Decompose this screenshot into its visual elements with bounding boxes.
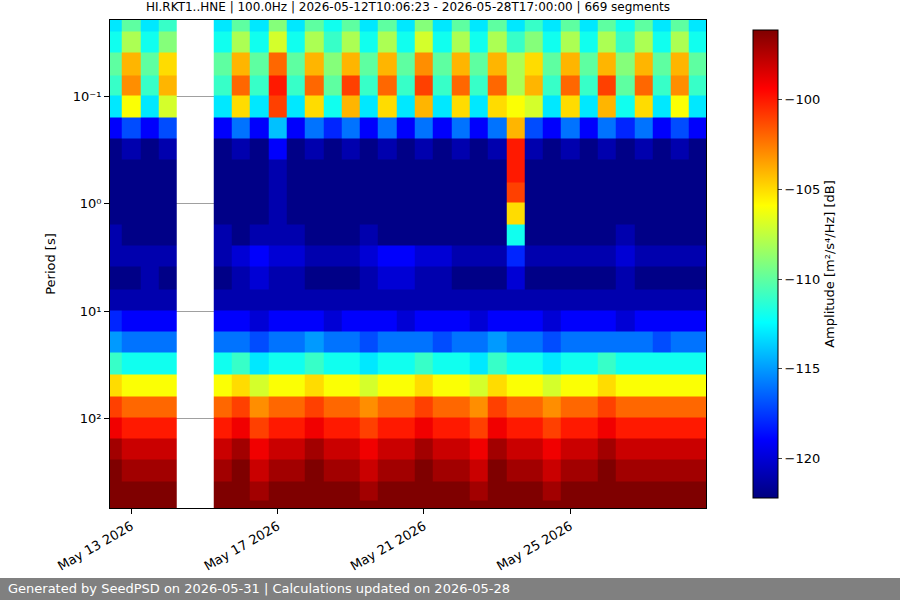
- svg-text:May 25 2026: May 25 2026: [494, 518, 575, 573]
- svg-text:10⁻¹: 10⁻¹: [73, 89, 102, 104]
- svg-text:−120: −120: [785, 451, 821, 466]
- html-text:Generated by SeedPSD on 2026-0: Generated by SeedPSD on 2026-05-31 | Cal…: [8, 581, 510, 596]
- svg-text:−110: −110: [785, 272, 821, 287]
- svg-text:−100: −100: [785, 92, 821, 107]
- svg-text:May 21 2026: May 21 2026: [348, 518, 429, 573]
- svg-text:10⁰: 10⁰: [80, 196, 102, 211]
- svg-text:May 17 2026: May 17 2026: [201, 518, 282, 573]
- svg-text:−105: −105: [785, 182, 821, 197]
- svg-text:10¹: 10¹: [80, 304, 102, 319]
- svg-text:−115: −115: [785, 361, 821, 376]
- svg-text:10²: 10²: [80, 411, 102, 426]
- svg-text:Amplitude [m²/s⁴/Hz] [dB]: Amplitude [m²/s⁴/Hz] [dB]: [822, 180, 837, 348]
- svg-text:HI.RKT1..HNE | 100.0Hz | 2026-: HI.RKT1..HNE | 100.0Hz | 2026-05-12T10:0…: [146, 0, 670, 14]
- svg-text:May 13 2026: May 13 2026: [55, 518, 136, 573]
- svg-text:Period [s]: Period [s]: [43, 233, 58, 295]
